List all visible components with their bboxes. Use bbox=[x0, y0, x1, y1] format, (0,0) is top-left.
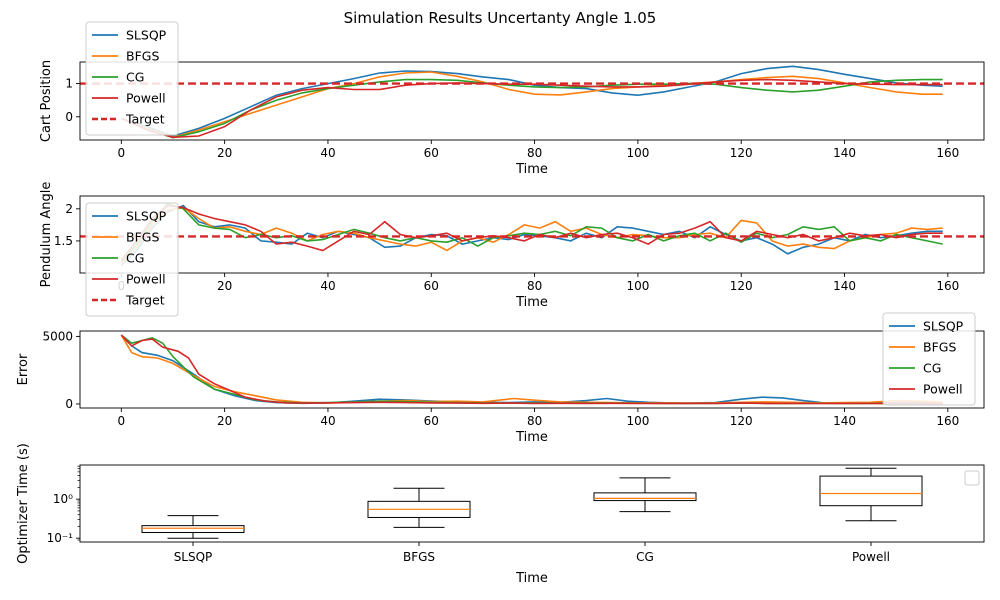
x-tick-label-cg: CG bbox=[636, 550, 654, 564]
series-line-slsqp bbox=[120, 204, 943, 266]
legend-cart-box bbox=[85, 21, 179, 136]
y-tick-label: 0 bbox=[65, 397, 73, 411]
box-powell bbox=[819, 475, 923, 507]
y-axis-label: Error bbox=[16, 353, 31, 385]
series-line-slsqp bbox=[121, 65, 943, 137]
y-axis-label: Pendulum Angle bbox=[39, 182, 54, 288]
x-tick-label: 40 bbox=[320, 414, 335, 428]
x-tick-label: 100 bbox=[626, 146, 649, 160]
axes-frame bbox=[79, 195, 985, 274]
x-axis-label: Time bbox=[515, 295, 548, 310]
legend-label-cg: CG bbox=[126, 251, 144, 266]
x-tick-label: 160 bbox=[936, 414, 959, 428]
y-axis-label: Cart Position bbox=[39, 60, 54, 142]
x-tick-label: 100 bbox=[626, 279, 649, 293]
x-tick-label: 160 bbox=[936, 279, 959, 293]
x-tick-label: 140 bbox=[833, 414, 856, 428]
series-line-bfgs bbox=[121, 71, 943, 139]
legend-label-target: Target bbox=[125, 112, 165, 127]
legend-label-powell: Powell bbox=[126, 91, 166, 106]
legend-label-bfgs: BFGS bbox=[126, 49, 159, 64]
legend-pendulum-box bbox=[85, 202, 179, 317]
x-tick-label: 140 bbox=[833, 279, 856, 293]
series-line-bfgs bbox=[120, 206, 943, 264]
x-axis-label: Time bbox=[515, 162, 548, 177]
figure-title: Simulation Results Uncertanty Angle 1.05 bbox=[343, 9, 657, 27]
x-tick-label: 40 bbox=[320, 146, 335, 160]
x-tick-label: 80 bbox=[527, 146, 542, 160]
legend-label-powell: Powell bbox=[126, 272, 166, 287]
legend-empty-box bbox=[964, 470, 980, 486]
series-line-powell bbox=[120, 334, 943, 405]
series-line-cg bbox=[120, 78, 943, 139]
axes-frame bbox=[79, 61, 985, 141]
legend-label-target: Target bbox=[125, 293, 165, 308]
series-line-powell bbox=[120, 204, 943, 261]
x-tick-label: 0 bbox=[118, 146, 126, 160]
x-tick-label: 40 bbox=[320, 279, 335, 293]
y-tick-label: 10⁻¹ bbox=[47, 531, 74, 545]
x-tick-label: 100 bbox=[626, 414, 649, 428]
x-tick-label: 20 bbox=[217, 146, 232, 160]
x-tick-label: 60 bbox=[424, 279, 439, 293]
legend-label-bfgs: BFGS bbox=[923, 340, 956, 355]
y-tick-label: 2 bbox=[65, 202, 73, 216]
x-tick-label-slsqp: SLSQP bbox=[174, 550, 213, 564]
x-tick-label: 20 bbox=[217, 414, 232, 428]
x-tick-label: 80 bbox=[527, 279, 542, 293]
axes-frame bbox=[79, 464, 985, 543]
legend-label-bfgs: BFGS bbox=[126, 230, 159, 245]
legend-label-slsqp: SLSQP bbox=[126, 209, 167, 224]
y-tick-label: 1 bbox=[65, 77, 73, 91]
x-tick-label-bfgs: BFGS bbox=[403, 550, 435, 564]
series-line-bfgs bbox=[120, 334, 943, 404]
legend-label-cg: CG bbox=[126, 70, 144, 85]
x-tick-label: 120 bbox=[730, 146, 753, 160]
x-tick-label: 0 bbox=[118, 414, 126, 428]
x-tick-label-powell: Powell bbox=[852, 550, 890, 564]
x-tick-label: 140 bbox=[833, 146, 856, 160]
x-axis-label: Time bbox=[515, 571, 548, 586]
x-tick-label: 80 bbox=[527, 414, 542, 428]
x-tick-label: 120 bbox=[730, 414, 753, 428]
legend-label-slsqp: SLSQP bbox=[126, 28, 167, 43]
x-tick-label: 20 bbox=[217, 279, 232, 293]
x-axis-label: Time bbox=[515, 430, 548, 445]
series-line-cg bbox=[120, 202, 943, 262]
box-cg bbox=[593, 492, 697, 502]
legend-label-powell: Powell bbox=[923, 382, 963, 397]
legend-error-box bbox=[882, 312, 976, 406]
y-axis-label: Optimizer Time (s) bbox=[16, 443, 31, 564]
series-line-powell bbox=[120, 78, 943, 139]
axes-frame bbox=[79, 330, 985, 409]
legend-label-slsqp: SLSQP bbox=[923, 319, 964, 334]
legend-label-cg: CG bbox=[923, 361, 941, 376]
x-tick-label: 120 bbox=[730, 279, 753, 293]
y-tick-label: 1.5 bbox=[54, 234, 73, 248]
y-tick-label: 0 bbox=[65, 110, 73, 124]
y-tick-label: 5000 bbox=[42, 329, 73, 343]
x-tick-label: 160 bbox=[936, 146, 959, 160]
y-tick-label: 10⁰ bbox=[53, 492, 73, 506]
box-slsqp bbox=[141, 525, 245, 534]
x-tick-label: 60 bbox=[424, 146, 439, 160]
x-tick-label: 60 bbox=[424, 414, 439, 428]
